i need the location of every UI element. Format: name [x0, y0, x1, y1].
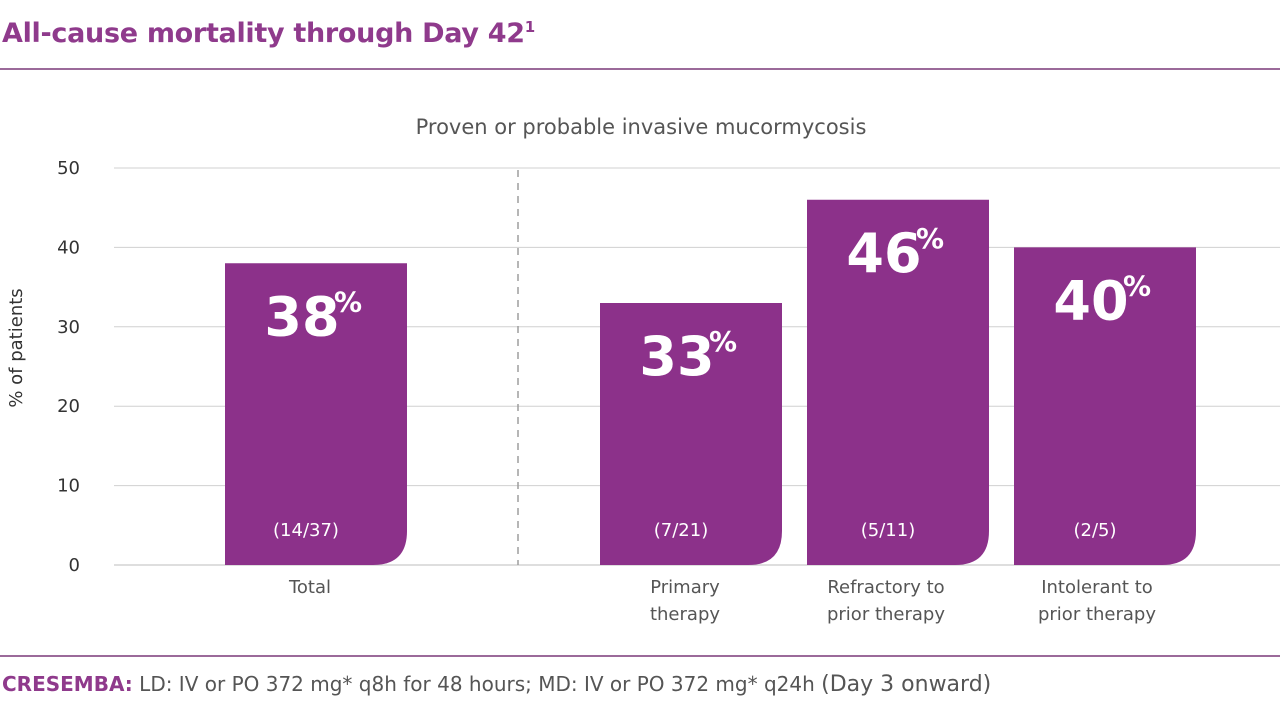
dosing-footer: CRESEMBA: LD: IV or PO 372 mg* q8h for 4… [2, 672, 991, 697]
x-category-label: Refractory to [827, 577, 944, 598]
x-category-label: Primary [650, 577, 720, 598]
chart-title: All-cause mortality through Day 421 [2, 18, 535, 49]
title-footnote-ref: 1 [524, 18, 535, 36]
bar-fraction-label: (5/11) [861, 520, 915, 541]
x-category-label: Total [288, 577, 331, 598]
x-category-label: Intolerant to [1041, 577, 1153, 598]
x-category-label: prior therapy [1038, 604, 1156, 625]
bar-value-label: 46 [846, 222, 921, 285]
mortality-bar-chart: Proven or probable invasive mucormycosis… [6, 115, 1280, 625]
y-tick-label: 40 [57, 237, 80, 258]
x-category-label: prior therapy [827, 604, 945, 625]
bar-fraction-label: (2/5) [1073, 520, 1116, 541]
y-tick-label: 0 [69, 555, 80, 576]
x-category-label: therapy [650, 604, 720, 625]
footer-dosing-text: LD: IV or PO 372 mg* q8h for 48 hours; M… [132, 672, 822, 696]
bar [225, 263, 407, 565]
bar [1014, 247, 1196, 565]
bar-value-label: 38 [264, 285, 339, 348]
bar-value-percent: % [916, 222, 944, 255]
title-divider [0, 68, 1280, 70]
footer-dosing-tail: (Day 3 onward) [821, 672, 992, 697]
bar-value-percent: % [709, 325, 737, 358]
y-tick-label: 10 [57, 476, 80, 497]
bar [600, 302, 782, 565]
bar-value-percent: % [1123, 269, 1151, 302]
chart-subtitle: Proven or probable invasive mucormycosis [416, 115, 867, 139]
bar-value-label: 33 [639, 325, 714, 388]
y-tick-label: 30 [57, 317, 80, 338]
bar [807, 199, 989, 565]
bar-fraction-label: (7/21) [654, 520, 708, 541]
bar-fraction-label: (14/37) [273, 520, 339, 541]
footer-brand: CRESEMBA: [2, 672, 133, 696]
footer-divider [0, 655, 1280, 657]
bar-value-percent: % [334, 285, 362, 318]
y-tick-label: 50 [57, 158, 80, 179]
y-axis-label: % of patients [6, 288, 27, 407]
bar-value-label: 40 [1053, 269, 1128, 332]
y-tick-label: 20 [57, 396, 80, 417]
